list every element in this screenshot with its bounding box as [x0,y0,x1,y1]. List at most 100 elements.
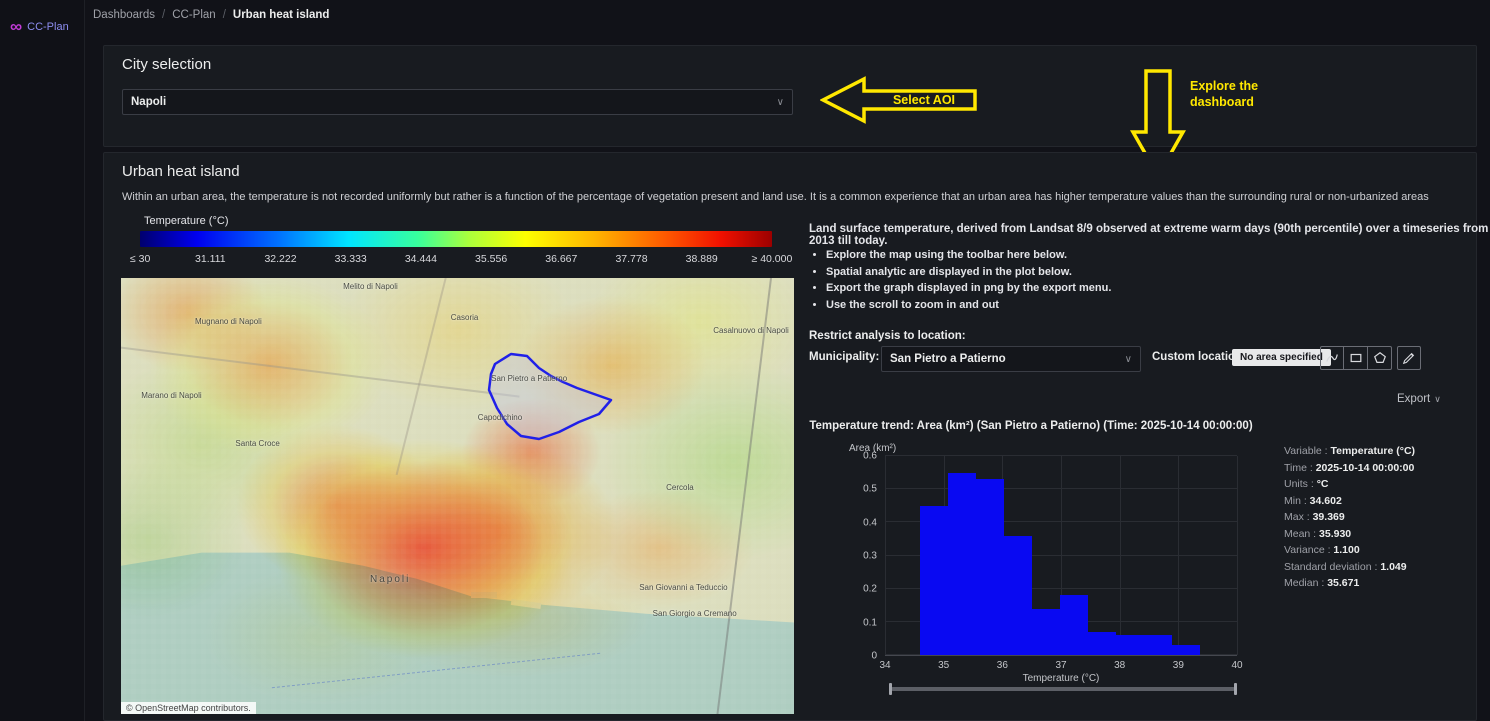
stat-row: Standard deviation : 1.049 [1284,559,1415,576]
sidebar-app-label: CC-Plan [27,21,69,33]
info-bullet: Export the graph displayed in png by the… [826,282,1111,294]
map-place-label: Marano di Napoli [141,391,201,400]
y-tick-label: 0.2 [863,584,877,595]
select-aoi-annotation: Select AOI [820,76,978,124]
histogram-bar [948,473,976,655]
city-select[interactable]: Napoli ∨ [122,89,793,115]
stat-row: Time : 2025-10-14 00:00:00 [1284,460,1415,477]
edit-area-button[interactable] [1397,346,1421,370]
osm-attribution[interactable]: © OpenStreetMap contributors. [121,702,256,714]
x-tick-label: 37 [1055,660,1066,671]
legend-tick: 33.333 [316,253,386,265]
rectangle-icon [1349,351,1363,365]
polyline-icon [1325,351,1339,365]
legend-ticks: ≤ 3031.11132.22233.33334.44435.55636.667… [105,253,807,265]
breadcrumb-item[interactable]: Dashboards [93,9,155,21]
gridline-v [1120,456,1121,655]
info-bullet: Spatial analytic are displayed in the pl… [826,266,1111,278]
y-tick-label: 0 [871,651,877,662]
map-place-label: Casalnuovo di Napoli [713,326,789,335]
info-bullet: Explore the map using the toolbar here b… [826,249,1111,261]
x-tick-label: 35 [938,660,949,671]
histogram-bar [1088,632,1116,655]
draw-tool-group [1320,346,1392,370]
breadcrumb-item[interactable]: Urban heat island [233,9,330,21]
polygon-icon [1373,351,1387,365]
y-axis-ticks: 00.10.20.30.40.50.6 [845,456,881,656]
y-tick-label: 0.5 [863,484,877,495]
stat-row: Median : 35.671 [1284,575,1415,592]
stats-list: Variable : Temperature (°C)Time : 2025-1… [1284,443,1415,592]
map-place-label: San Pietro a Patierno [491,374,567,383]
map-place-label: Santa Croce [235,439,279,448]
histogram-bar [1172,645,1200,655]
map-place-label: Casoria [451,313,479,322]
y-tick-label: 0.1 [863,617,877,628]
x-tick-label: 36 [997,660,1008,671]
heat-island-map[interactable]: Melito di Napoli Mugnano di Napoli Marano … [121,278,794,714]
slider-handle-left[interactable] [889,683,892,695]
breadcrumb-separator: / [223,9,226,21]
city-select-value: Napoli [131,96,166,108]
select-aoi-label: Select AOI [872,76,976,124]
chevron-down-icon: ∨ [1125,354,1132,365]
sidebar: ∞ CC-Plan [0,0,85,721]
stat-row: Variance : 1.100 [1284,542,1415,559]
chevron-down-icon: ∨ [1434,394,1441,405]
map-place-label: San Giorgio a Cremano [653,609,737,618]
info-text: Land surface temperature, derived from L… [809,223,1490,247]
legend-tick: 38.889 [667,253,737,265]
info-bullet: Use the scroll to zoom in and out [826,299,1111,311]
stat-row: Max : 39.369 [1284,509,1415,526]
legend-tick: ≤ 30 [105,253,175,265]
slider-track [891,687,1235,691]
histogram-bar [1144,635,1172,655]
legend-title: Temperature (°C) [144,215,228,227]
stat-row: Units : °C [1284,476,1415,493]
map-place-label: Capodichino [478,413,522,422]
info-bullets: Explore the map using the toolbar here b… [826,249,1111,315]
legend-tick: 35.556 [456,253,526,265]
gridline-v [1178,456,1179,655]
draw-line-button[interactable] [1320,346,1344,370]
y-tick-label: 0.4 [863,517,877,528]
export-label: Export [1397,393,1430,405]
breadcrumb-separator: / [162,9,165,21]
histogram-bar [1116,635,1144,655]
stat-row: Mean : 35.930 [1284,526,1415,543]
x-tick-label: 38 [1114,660,1125,671]
histogram-bar [1004,536,1032,655]
map-place-label: Mugnano di Napoli [195,317,262,326]
histogram-bar [1060,595,1088,655]
export-menu-button[interactable]: Export ∨ [1397,393,1441,405]
time-range-slider[interactable] [885,682,1241,696]
map-place-label: San Giovanni a Teduccio [639,583,727,592]
chevron-down-icon: ∨ [777,97,784,108]
x-tick-label: 34 [879,660,890,671]
municipality-select[interactable]: San Pietro a Patierno ∨ [881,346,1141,372]
breadcrumb: Dashboards / CC-Plan / Urban heat island [93,9,329,21]
x-tick-label: 39 [1173,660,1184,671]
draw-polygon-button[interactable] [1368,346,1392,370]
chart-title: Temperature trend: Area (km²) (San Pietr… [724,420,1338,432]
histogram-plot [885,456,1237,656]
map-place-label: Napoli [370,574,410,585]
legend-tick: 37.778 [596,253,666,265]
legend-tick: ≥ 40.000 [737,253,807,265]
stat-row: Min : 34.602 [1284,493,1415,510]
stat-row: Variable : Temperature (°C) [1284,443,1415,460]
page: ∞ CC-Plan Dashboards / CC-Plan / Urban heat … [0,0,1490,721]
legend-tick: 36.667 [526,253,596,265]
breadcrumb-item[interactable]: CC-Plan [172,9,215,21]
urban-heat-island-panel: Urban heat island Within an urban area, … [103,152,1477,721]
legend-tick: 32.222 [245,253,315,265]
slider-handle-right[interactable] [1234,683,1237,695]
uhi-description: Within an urban area, the temperature is… [122,191,1467,203]
explore-dashboard-label: Explore the dashboard [1190,78,1278,110]
no-area-specified-chip[interactable]: No area specified [1232,349,1331,366]
sidebar-item-cc-plan[interactable]: ∞ CC-Plan [10,20,69,34]
map-place-label: Melito di Napoli [343,282,398,291]
temperature-colorbar [140,231,772,247]
x-tick-label: 40 [1231,660,1242,671]
draw-rectangle-button[interactable] [1344,346,1368,370]
